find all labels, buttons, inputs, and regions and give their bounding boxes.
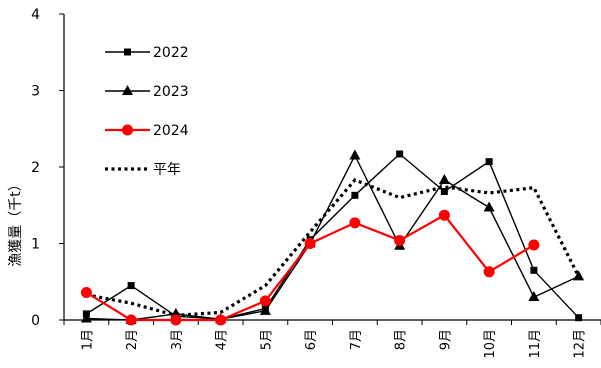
- y-tick-label: 4: [31, 7, 40, 23]
- x-tick-label: 8月: [394, 329, 409, 350]
- data-point-circle: [125, 314, 137, 326]
- y-tick-label: 3: [31, 84, 40, 100]
- x-tick-label: 9月: [438, 329, 453, 350]
- y-tick-label: 0: [31, 313, 40, 329]
- legend-marker-circle: [122, 124, 133, 136]
- legend: 2022 2023 2024 平年: [105, 45, 189, 178]
- legend-label: 2023: [153, 84, 189, 100]
- data-point-triangle: [438, 174, 450, 185]
- data-point-circle: [259, 295, 271, 307]
- legend-marker-triangle: [122, 85, 133, 95]
- legend-item: 2023: [105, 84, 189, 100]
- x-tick-label: 11月: [528, 329, 543, 359]
- data-point-circle: [483, 266, 495, 278]
- data-point-circle: [528, 239, 540, 251]
- series-平年: [86, 178, 581, 318]
- x-tick-label: 4月: [215, 329, 230, 350]
- data-point-circle: [215, 314, 227, 326]
- x-tick-label: 12月: [573, 329, 588, 359]
- x-tick-label: 1月: [80, 329, 95, 350]
- data-point-square: [127, 282, 135, 290]
- legend-label: 2022: [153, 45, 189, 61]
- y-tick-label: 1: [31, 237, 40, 253]
- x-tick-label: 7月: [349, 329, 364, 350]
- x-tick-label: 3月: [170, 329, 185, 350]
- series-line: [86, 153, 580, 320]
- data-point-square: [440, 187, 448, 195]
- data-point-triangle: [483, 201, 495, 212]
- legend-label: 平年: [153, 162, 181, 178]
- data-point-triangle: [528, 291, 540, 302]
- axes: 0 1 2 3 4 1月 2月 3月 4月 5月 6月 7月 8月 9月 10月 11月 12月: [31, 7, 601, 359]
- legend-item: 2024: [105, 123, 189, 139]
- y-axis-label: 漁獲量（千t）: [8, 177, 24, 267]
- data-point-circle: [394, 234, 406, 246]
- series-line: [86, 178, 581, 318]
- data-point-circle: [170, 314, 182, 326]
- data-point-square: [575, 314, 583, 322]
- legend-item: 2022: [105, 45, 189, 61]
- legend-label: 2024: [153, 123, 189, 139]
- series-2024: [80, 209, 540, 326]
- data-point-triangle: [80, 312, 92, 323]
- data-point-square: [485, 158, 493, 166]
- data-point-circle: [80, 286, 92, 298]
- data-point-circle: [349, 217, 361, 229]
- data-point-triangle: [259, 304, 271, 315]
- x-tick-label: 10月: [483, 329, 498, 359]
- data-point-circle: [304, 238, 316, 249]
- y-tick-label: 2: [31, 160, 40, 176]
- series-line: [86, 153, 579, 321]
- x-tick-label: 2月: [125, 329, 140, 350]
- data-point-triangle: [573, 270, 585, 281]
- data-point-circle: [438, 209, 450, 221]
- x-tick-label: 6月: [304, 329, 319, 350]
- legend-marker-square: [124, 48, 131, 56]
- legend-item: 平年: [105, 162, 181, 178]
- series-layer: [80, 149, 585, 326]
- data-point-triangle: [349, 149, 361, 160]
- data-point-square: [530, 266, 538, 274]
- x-tick-label: 5月: [259, 329, 274, 350]
- data-point-square: [396, 150, 404, 158]
- data-point-square: [351, 191, 359, 199]
- series-line: [85, 213, 535, 322]
